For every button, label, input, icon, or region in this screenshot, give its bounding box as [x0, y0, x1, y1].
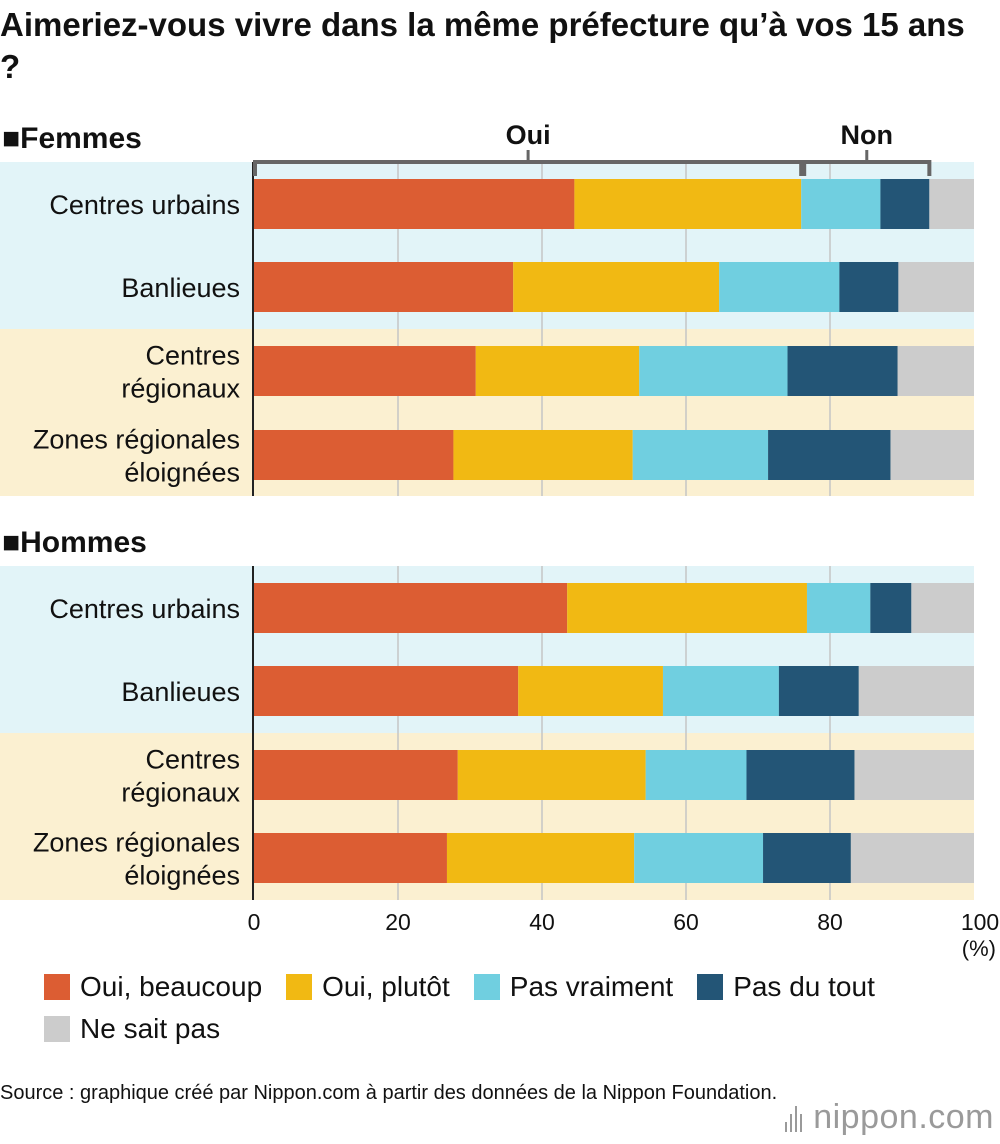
legend-swatch-2: [473, 974, 500, 1000]
legend: Oui, beaucoup Oui, plutôt Pas vraiment Pas …: [44, 970, 984, 1046]
legend-swatch-0: [44, 974, 70, 1000]
category-label-0-3: Zones régionales éloignées: [33, 425, 240, 488]
bar-segment-1-2-4: [854, 750, 974, 800]
legend-label-4: Ne sait pas: [80, 1013, 221, 1044]
bar-segment-0-0-2: [801, 179, 881, 229]
bracket-label-oui: Oui: [506, 120, 551, 150]
bar-segment-0-3-0: [254, 430, 454, 480]
bar-segment-0-3-3: [768, 430, 891, 480]
bar-segment-0-1-2: [719, 262, 840, 312]
bar-segment-0-2-3: [787, 346, 898, 396]
chart-title: Aimeriez-vous vivre dans la même préfect…: [0, 6, 965, 85]
bar-segment-0-1-1: [513, 262, 720, 312]
bar-segment-1-0-1: [567, 583, 807, 633]
category-label-0-0: Centres urbains: [49, 190, 240, 220]
bar-segment-0-2-1: [475, 346, 640, 396]
brand-mark-icon: [785, 1104, 805, 1132]
bar-segment-1-2-1: [457, 750, 646, 800]
legend-label-0: Oui, beaucoup: [80, 971, 263, 1002]
bar-segment-1-1-3: [778, 666, 859, 716]
category-label-1-2: Centres régionaux: [121, 745, 240, 808]
bar-segment-1-3-1: [446, 833, 635, 883]
legend-item-2: Pas vraiment: [473, 970, 674, 1004]
x-tick-label-0: 0: [248, 909, 261, 935]
group-label-1: ■Hommes: [2, 526, 147, 559]
bar-segment-0-3-2: [632, 430, 769, 480]
bar-segment-0-0-0: [254, 179, 575, 229]
brand-logo: nippon.com: [785, 1098, 994, 1137]
bar-segment-1-0-2: [806, 583, 871, 633]
x-tick-label-60: 60: [673, 909, 699, 935]
bar-segment-1-0-4: [911, 583, 974, 633]
bar-segment-0-2-2: [639, 346, 788, 396]
category-label-0-1: Banlieues: [121, 273, 240, 303]
bar-segment-1-1-2: [662, 666, 779, 716]
legend-swatch-1: [286, 974, 313, 1000]
bar-segment-0-0-1: [574, 179, 802, 229]
bar-segment-0-1-0: [254, 262, 514, 312]
legend-swatch-3: [697, 974, 724, 1000]
bar-segment-1-2-3: [746, 750, 855, 800]
bar-segment-0-3-4: [890, 430, 974, 480]
group-label-0: ■Femmes: [2, 122, 142, 155]
legend-item-1: Oui, plutôt: [286, 970, 450, 1004]
legend-swatch-4: [44, 1016, 70, 1042]
legend-label-1: Oui, plutôt: [322, 971, 450, 1002]
bar-segment-0-2-4: [897, 346, 974, 396]
bar-segment-1-3-3: [763, 833, 851, 883]
legend-item-4: Ne sait pas: [44, 1012, 220, 1046]
bar-segment-0-1-3: [839, 262, 899, 312]
bar-segment-1-1-1: [518, 666, 663, 716]
bar-segment-1-2-2: [645, 750, 747, 800]
legend-item-3: Pas du tout: [697, 970, 875, 1004]
bar-segment-0-3-1: [453, 430, 633, 480]
legend-label-3: Pas du tout: [733, 971, 875, 1002]
bar-segment-0-2-0: [254, 346, 476, 396]
x-axis-unit: (%): [962, 936, 996, 961]
x-tick-label-40: 40: [529, 909, 555, 935]
x-tick-label-80: 80: [817, 909, 843, 935]
category-label-0-2: Centres régionaux: [121, 341, 240, 404]
legend-item-0: Oui, beaucoup: [44, 970, 262, 1004]
bar-segment-0-1-4: [898, 262, 974, 312]
bar-segment-0-0-4: [929, 179, 974, 229]
category-label-1-1: Banlieues: [121, 677, 240, 707]
bar-segment-1-0-3: [870, 583, 912, 633]
brand-text: nippon.com: [813, 1098, 994, 1136]
x-tick-label-20: 20: [385, 909, 411, 935]
x-tick-label-100: 100: [961, 909, 999, 935]
bracket-label-non: Non: [841, 120, 893, 150]
bar-segment-1-3-2: [634, 833, 764, 883]
source-note: Source : graphique créé par Nippon.com à…: [0, 1082, 778, 1104]
bar-segment-1-2-0: [254, 750, 458, 800]
bar-segment-1-1-0: [254, 666, 519, 716]
bar-segment-1-3-4: [850, 833, 974, 883]
legend-label-2: Pas vraiment: [509, 971, 674, 1002]
category-label-1-0: Centres urbains: [49, 594, 240, 624]
bar-segment-0-0-3: [880, 179, 930, 229]
bar-segment-1-3-0: [254, 833, 447, 883]
category-label-1-3: Zones régionales éloignées: [33, 828, 240, 891]
bar-segment-1-1-4: [858, 666, 974, 716]
bar-segment-1-0-0: [254, 583, 568, 633]
